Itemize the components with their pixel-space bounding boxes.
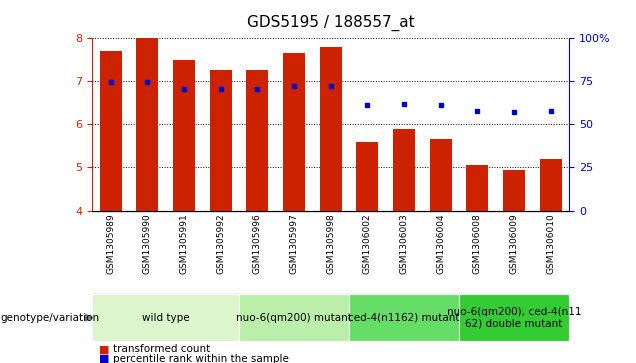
Text: GSM1305992: GSM1305992 bbox=[216, 213, 225, 274]
Bar bbox=[283, 53, 305, 211]
Bar bbox=[466, 165, 488, 211]
Bar bbox=[349, 294, 459, 341]
Bar bbox=[246, 70, 268, 211]
Text: ■: ■ bbox=[99, 354, 113, 363]
Bar bbox=[459, 294, 569, 341]
Text: GSM1305991: GSM1305991 bbox=[179, 213, 188, 274]
Bar bbox=[356, 142, 378, 211]
Bar bbox=[430, 139, 452, 211]
Text: genotype/variation: genotype/variation bbox=[1, 313, 100, 323]
Text: ■: ■ bbox=[99, 344, 113, 354]
Text: GSM1305990: GSM1305990 bbox=[142, 213, 152, 274]
Bar bbox=[92, 294, 239, 341]
Bar bbox=[503, 170, 525, 211]
Text: GSM1305997: GSM1305997 bbox=[289, 213, 298, 274]
Bar bbox=[540, 159, 562, 211]
Bar bbox=[210, 70, 232, 211]
Bar bbox=[173, 60, 195, 211]
Text: nuo-6(qm200); ced-4(n11
62) double mutant: nuo-6(qm200); ced-4(n11 62) double mutan… bbox=[447, 307, 581, 329]
Text: ced-4(n1162) mutant: ced-4(n1162) mutant bbox=[349, 313, 460, 323]
Text: wild type: wild type bbox=[142, 313, 190, 323]
Text: GSM1306008: GSM1306008 bbox=[473, 213, 482, 274]
Text: GSM1306010: GSM1306010 bbox=[546, 213, 555, 274]
Text: transformed count: transformed count bbox=[113, 344, 210, 354]
Bar bbox=[100, 51, 121, 211]
Text: GSM1305998: GSM1305998 bbox=[326, 213, 335, 274]
Text: GSM1305989: GSM1305989 bbox=[106, 213, 115, 274]
Text: GSM1306009: GSM1306009 bbox=[509, 213, 519, 274]
Bar bbox=[320, 47, 342, 211]
Text: nuo-6(qm200) mutant: nuo-6(qm200) mutant bbox=[236, 313, 352, 323]
Text: GSM1305996: GSM1305996 bbox=[253, 213, 262, 274]
Text: GDS5195 / 188557_at: GDS5195 / 188557_at bbox=[247, 15, 415, 31]
Text: percentile rank within the sample: percentile rank within the sample bbox=[113, 354, 289, 363]
Bar bbox=[393, 129, 415, 211]
Bar bbox=[239, 294, 349, 341]
Text: GSM1306002: GSM1306002 bbox=[363, 213, 372, 274]
Bar bbox=[136, 38, 158, 211]
Text: GSM1306003: GSM1306003 bbox=[399, 213, 408, 274]
Text: GSM1306004: GSM1306004 bbox=[436, 213, 445, 274]
